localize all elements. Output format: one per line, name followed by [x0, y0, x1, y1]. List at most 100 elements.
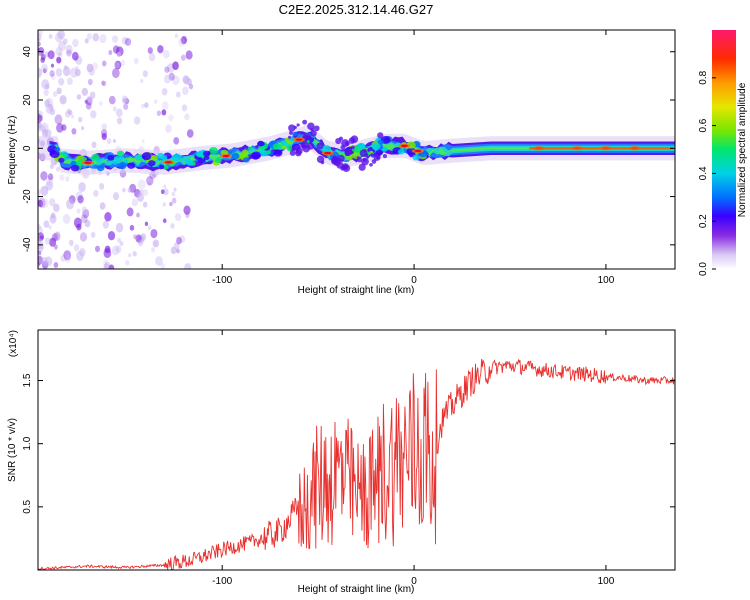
noise-speck [150, 247, 155, 253]
noise-speck [93, 190, 99, 197]
y-tick-label: 0 [22, 145, 33, 151]
noise-speck [60, 254, 66, 262]
noise-speck [184, 113, 190, 121]
colorbar-label: Normalized spectral amplitude [737, 82, 748, 217]
ridge-blob [241, 149, 249, 156]
ridge-blob [118, 162, 127, 170]
noise-speck [128, 253, 132, 258]
noise-speck [71, 51, 79, 61]
noise-speck [53, 262, 59, 268]
noise-speck [55, 68, 63, 77]
noise-speck [86, 63, 94, 73]
noise-speck [53, 244, 58, 250]
hot-spot-core [84, 161, 92, 164]
ridge-clump [313, 125, 320, 132]
noise-speck [50, 73, 56, 80]
noise-speck [45, 83, 50, 90]
noise-speck [174, 213, 182, 222]
noise-speck [155, 256, 163, 266]
noise-speck [76, 208, 81, 214]
noise-speck [62, 38, 68, 45]
noise-speck [142, 70, 148, 78]
noise-speck [49, 198, 56, 207]
noise-speck [38, 110, 43, 119]
snr-background [38, 330, 675, 570]
noise-speck [133, 234, 137, 239]
hot-spot-core [164, 161, 172, 164]
hot-spot-core [295, 138, 303, 141]
ridge-clump [295, 147, 303, 155]
noise-speck [79, 248, 86, 257]
noise-speck [108, 50, 113, 56]
ridge-blob [114, 155, 123, 162]
noise-speck [61, 124, 67, 131]
noise-speck [72, 38, 79, 48]
ridge-blob [243, 157, 250, 163]
noise-speck [170, 223, 175, 229]
noise-speck [99, 202, 106, 210]
noise-speck [68, 239, 74, 247]
noise-speck [87, 78, 93, 86]
noise-speck [73, 244, 80, 252]
noise-speck [59, 174, 65, 181]
noise-speck [133, 116, 141, 125]
noise-speck [81, 87, 88, 96]
noise-speck [162, 49, 170, 59]
noise-speck [38, 67, 43, 78]
noise-speck [64, 253, 72, 263]
noise-speck [63, 250, 72, 261]
noise-speck [40, 244, 45, 250]
ridge-blob [397, 149, 405, 155]
snr-y-label: SNR (10 * v/v) [7, 418, 18, 482]
ridge-clump [344, 148, 352, 156]
ridge-clump [293, 125, 297, 130]
noise-speck [42, 68, 47, 74]
ridge-clump [335, 137, 342, 145]
colorbar-tick-label: 0.6 [698, 118, 709, 132]
noise-speck [179, 235, 186, 244]
noise-speck [42, 129, 49, 138]
noise-speck [65, 44, 73, 55]
noise-speck [38, 223, 41, 231]
noise-speck [47, 173, 54, 181]
noise-speck [186, 129, 194, 138]
ridge-blob [54, 147, 61, 152]
x-tick-label: 100 [598, 275, 615, 286]
noise-speck [65, 176, 70, 182]
noise-speck [94, 245, 101, 253]
snr-scale-label: (x10⁴) [8, 330, 19, 357]
noise-speck [38, 41, 41, 47]
noise-speck [132, 250, 137, 257]
noise-speck [49, 237, 57, 247]
noise-speck [38, 238, 44, 247]
noise-speck [115, 222, 124, 233]
ridge-blob [150, 155, 158, 161]
colorbar-tick-label: 0.8 [698, 70, 709, 84]
noise-speck [123, 103, 129, 110]
ridge-blob [195, 151, 203, 157]
spectrogram-y-label: Frequency (Hz) [7, 116, 18, 185]
noise-speck [85, 102, 92, 110]
noise-speck [66, 198, 74, 210]
noise-speck [111, 245, 120, 256]
noise-speck [161, 88, 168, 96]
noise-speck [169, 201, 173, 207]
ridge-blob [127, 162, 136, 169]
noise-speck [163, 184, 167, 189]
ridge-clump [288, 124, 296, 132]
noise-speck [38, 199, 44, 208]
ridge-blob [70, 164, 80, 172]
noise-speck [164, 66, 170, 74]
snr-frame [37, 329, 676, 571]
noise-speck [56, 123, 64, 133]
noise-speck [171, 191, 176, 197]
spectrogram-y-ticks: -40 -20 0 20 40 [22, 46, 675, 252]
ridge-blob [280, 140, 287, 146]
noise-speck [101, 123, 107, 131]
noise-speck [162, 202, 166, 207]
noise-speck [103, 263, 110, 269]
ridge-clump [291, 147, 296, 152]
noise-speck [176, 236, 182, 245]
noise-speck [185, 50, 193, 60]
noise-speck [38, 113, 42, 124]
